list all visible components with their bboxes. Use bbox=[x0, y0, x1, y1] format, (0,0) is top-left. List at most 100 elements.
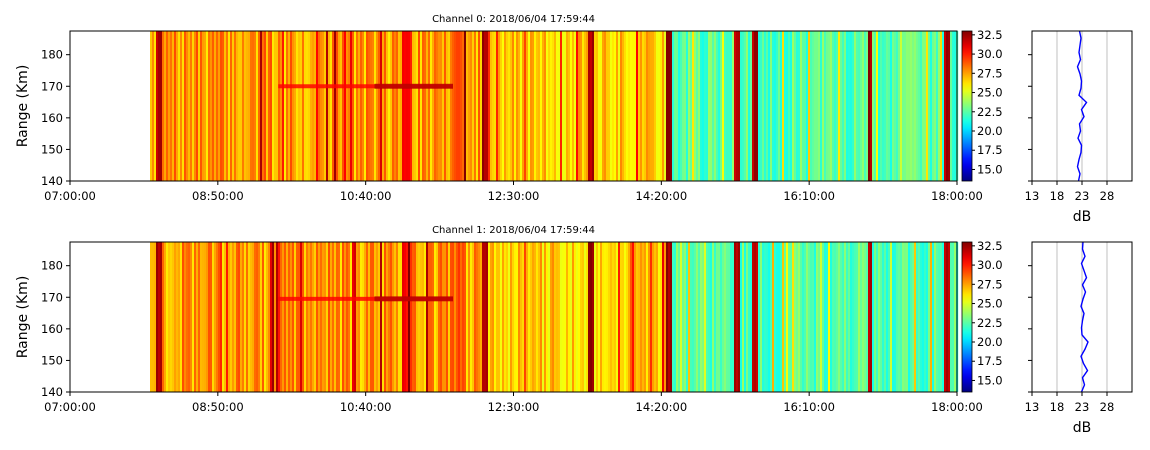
heatmap-column bbox=[874, 242, 877, 392]
heatmap-column bbox=[240, 242, 243, 392]
heatmap-column bbox=[744, 31, 747, 181]
x-tick-label: 10:40:00 bbox=[340, 400, 392, 414]
heatmap-column bbox=[322, 242, 325, 392]
heatmap-column bbox=[796, 31, 799, 181]
heatmap-column bbox=[358, 242, 361, 392]
x-tick-label: 10:40:00 bbox=[340, 189, 392, 203]
heatmap-column bbox=[470, 242, 473, 392]
heatmap-column bbox=[604, 31, 607, 181]
heatmap-column bbox=[622, 31, 625, 181]
profile-x-tick-label: 13 bbox=[1025, 400, 1040, 414]
heatmap-column bbox=[478, 31, 481, 181]
heatmap-column bbox=[164, 242, 167, 392]
heatmap-column bbox=[224, 31, 227, 181]
heatmap-column bbox=[256, 31, 259, 181]
heatmap-column bbox=[354, 31, 357, 181]
heatmap-column bbox=[218, 242, 221, 392]
heatmap-column bbox=[226, 242, 229, 392]
heatmap-column bbox=[740, 31, 743, 181]
heatmap-column bbox=[788, 31, 791, 181]
heatmap-column bbox=[532, 31, 535, 181]
heatmap-column bbox=[944, 31, 947, 181]
heatmap-column bbox=[688, 242, 691, 392]
heatmap-column bbox=[916, 31, 919, 181]
heatmap-column bbox=[582, 242, 585, 392]
heatmap-column bbox=[528, 31, 531, 181]
heatmap-column bbox=[500, 242, 503, 392]
heatmap-column bbox=[350, 242, 353, 392]
heatmap-column bbox=[362, 242, 365, 392]
heatmap-column bbox=[368, 31, 371, 181]
heatmap-column bbox=[890, 242, 893, 392]
heatmap-column bbox=[450, 242, 453, 392]
heatmap-column bbox=[734, 31, 737, 181]
heatmap-column bbox=[594, 31, 597, 181]
heatmap-column bbox=[374, 31, 377, 181]
profile-x-tick-label: 28 bbox=[1100, 189, 1115, 203]
heatmap-column bbox=[896, 242, 899, 392]
heatmap-column bbox=[544, 31, 547, 181]
heatmap-column bbox=[704, 242, 707, 392]
heatmap-column bbox=[464, 242, 467, 392]
heatmap-column bbox=[898, 31, 901, 181]
heatmap-column bbox=[620, 242, 623, 392]
heatmap-column bbox=[748, 31, 751, 181]
heatmap-column bbox=[936, 242, 939, 392]
heatmap-column bbox=[908, 242, 911, 392]
heatmap-column bbox=[330, 242, 333, 392]
heatmap-column bbox=[398, 31, 401, 181]
heatmap-column bbox=[326, 242, 329, 392]
heatmap-column bbox=[578, 31, 581, 181]
heatmap-column bbox=[750, 31, 753, 181]
heatmap-column bbox=[182, 31, 185, 181]
heatmap-column bbox=[778, 242, 781, 392]
heatmap-column bbox=[820, 242, 823, 392]
heatmap-column bbox=[926, 31, 929, 181]
heatmap-column bbox=[710, 242, 713, 392]
heatmap-column bbox=[520, 242, 523, 392]
heatmap-column bbox=[724, 242, 727, 392]
heatmap-column bbox=[294, 242, 297, 392]
heatmap-column bbox=[312, 31, 315, 181]
heatmap-column bbox=[814, 242, 817, 392]
heatmap-column bbox=[758, 31, 761, 181]
heatmap-column bbox=[178, 31, 181, 181]
heatmap-column bbox=[480, 31, 483, 181]
heatmap-column bbox=[424, 31, 427, 181]
heatmap-column bbox=[726, 31, 729, 181]
heatmap-column bbox=[380, 242, 383, 392]
heatmap-column bbox=[820, 31, 823, 181]
heatmap-column bbox=[628, 242, 631, 392]
heatmap-column bbox=[236, 242, 239, 392]
heatmap-column bbox=[324, 242, 327, 392]
heatmap-column bbox=[328, 242, 331, 392]
heatmap-column bbox=[462, 31, 465, 181]
heatmap-column bbox=[928, 31, 931, 181]
heatmap-column bbox=[776, 242, 779, 392]
heatmap-column bbox=[454, 242, 457, 392]
heatmap-column bbox=[192, 31, 195, 181]
profile-x-tick-label: 18 bbox=[1050, 400, 1065, 414]
heatmap-column bbox=[870, 242, 873, 392]
profile-series-line bbox=[1076, 30, 1088, 182]
heatmap-column bbox=[800, 242, 803, 392]
heatmap-column bbox=[846, 242, 849, 392]
heatmap-column bbox=[872, 242, 875, 392]
heatmap-column bbox=[438, 242, 441, 392]
heatmap-column bbox=[708, 242, 711, 392]
heatmap-column bbox=[484, 242, 487, 392]
heatmap-column bbox=[886, 242, 889, 392]
heatmap-column bbox=[884, 31, 887, 181]
heatmap-column bbox=[802, 242, 805, 392]
heatmap-column bbox=[200, 242, 203, 392]
heatmap-column bbox=[630, 242, 633, 392]
colorbar-tick-label: 27.5 bbox=[977, 66, 1003, 80]
heatmap-column bbox=[662, 242, 665, 392]
heatmap-column bbox=[890, 31, 893, 181]
heatmap-column bbox=[338, 242, 341, 392]
heatmap-column bbox=[224, 242, 227, 392]
heatmap-column bbox=[168, 31, 171, 181]
heatmap-column bbox=[378, 242, 381, 392]
heatmap-column bbox=[920, 31, 923, 181]
heatmap-column bbox=[652, 31, 655, 181]
